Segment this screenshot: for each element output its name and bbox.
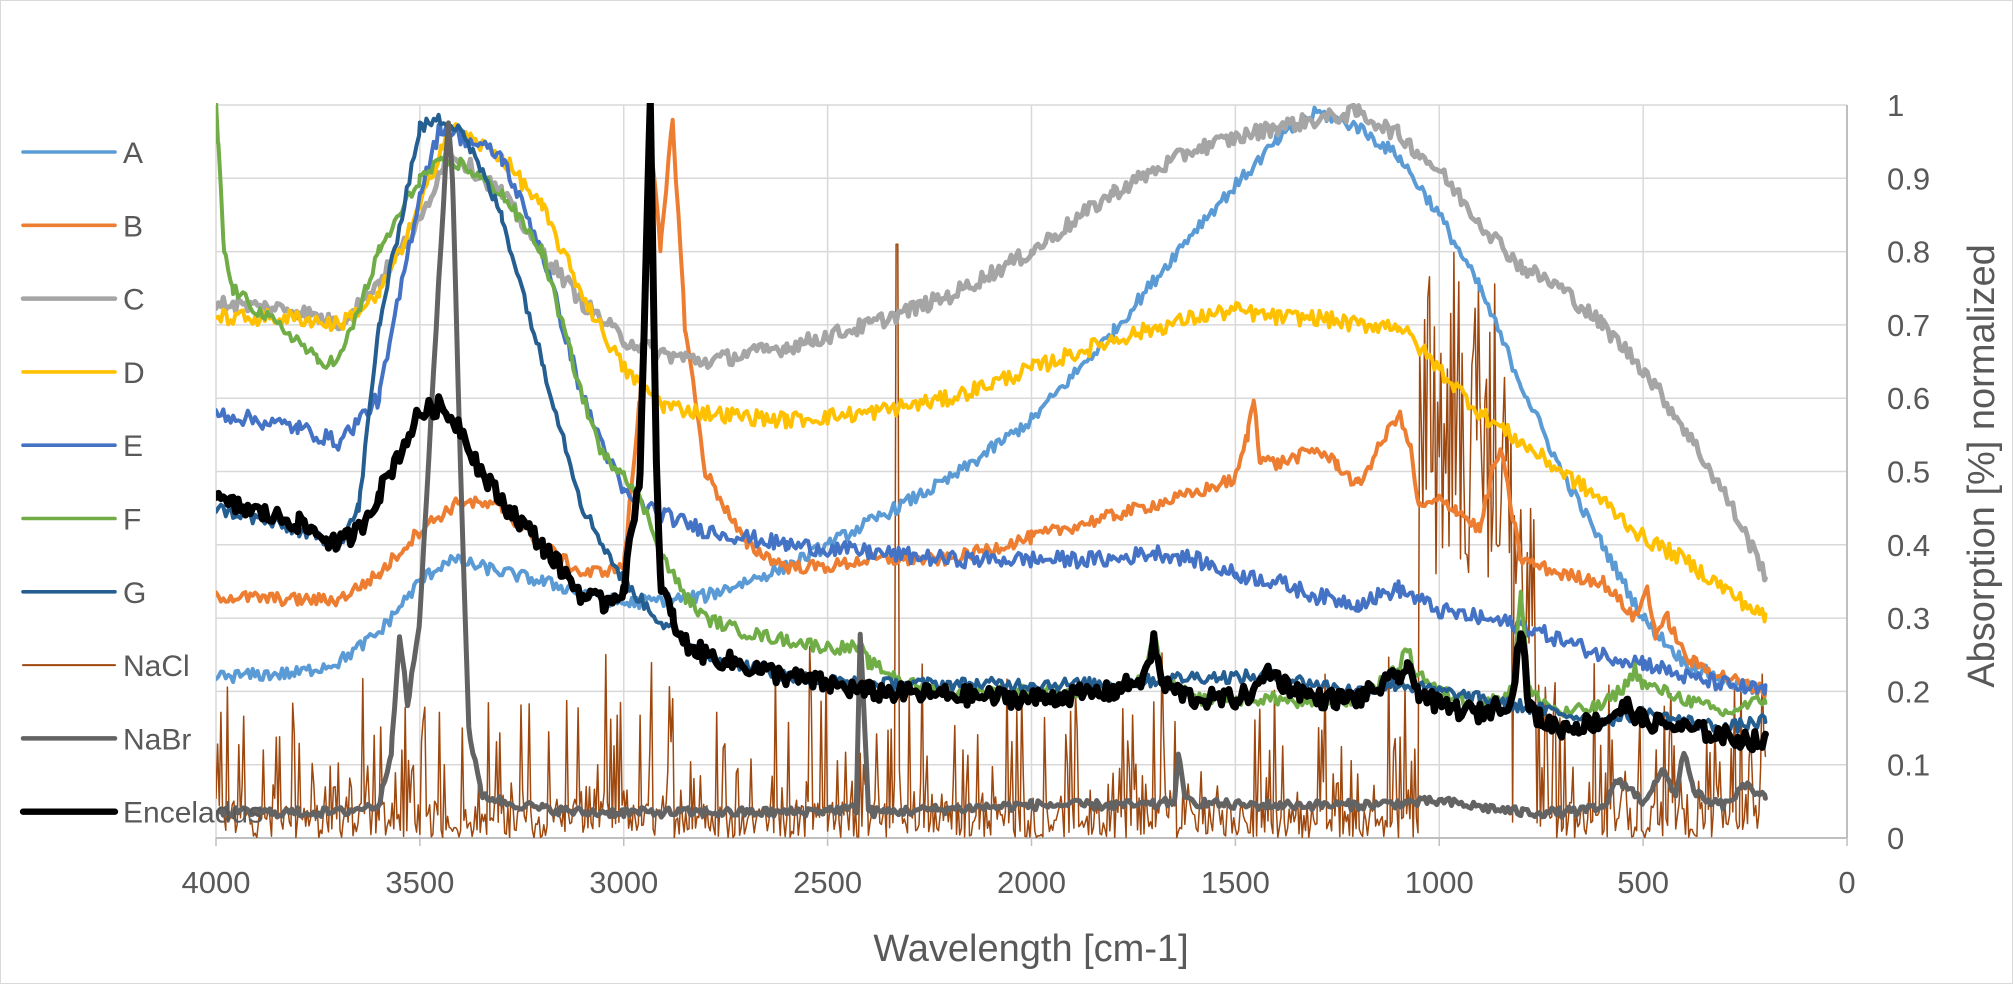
y-tick-label: 0.1 [1887, 748, 1930, 783]
y-axis-ticks: 0 0.1 0.2 0.3 0.4 0.5 0.6 0.7 0.8 0.9 1 [1887, 88, 1930, 856]
legend-label-b: B [123, 210, 143, 243]
y-tick-label: 0.7 [1887, 308, 1930, 343]
series-line-g [216, 112, 1768, 736]
x-axis-ticks: 4000 3500 3000 2500 2000 1500 1000 500 0 [182, 865, 1856, 900]
y-tick-label: 0.6 [1887, 381, 1930, 416]
series-line-a [216, 105, 1768, 698]
y-tick-label: 0.8 [1887, 235, 1930, 270]
y-tick-label: 0 [1887, 821, 1904, 856]
y-tick-label: 0.5 [1887, 455, 1930, 490]
legend-label-enceladus: Enceladus [123, 797, 263, 830]
grid-lines [215, 104, 1848, 846]
x-tick-label: 1500 [1201, 865, 1270, 900]
legend-label-a: A [123, 137, 143, 170]
legend-label-nabr: NaBr [123, 723, 191, 756]
y-tick-label: 0.2 [1887, 674, 1930, 709]
series-lines [216, 103, 1769, 838]
x-tick-label: 4000 [182, 865, 251, 900]
legend-label-d: D [123, 357, 145, 390]
legend-label-nacl: NaCl [123, 650, 190, 683]
legend-label-e: E [123, 430, 143, 463]
series-line-nacl [216, 243, 1767, 838]
legend-label-g: G [123, 577, 146, 610]
series-line-enceladus [216, 103, 1769, 754]
y-tick-label: 1 [1887, 88, 1904, 123]
x-axis-label: Wavelength [cm-1] [873, 928, 1188, 970]
legend-label-f: F [123, 504, 141, 537]
series-line-nabr [216, 120, 1768, 820]
x-tick-label: 2500 [793, 865, 862, 900]
x-tick-label: 0 [1838, 865, 1855, 900]
legend-label-c: C [123, 284, 145, 317]
y-axis-label: Absorption [%] normalized [1961, 244, 2003, 688]
series-line-e [216, 123, 1768, 696]
x-tick-label: 500 [1617, 865, 1669, 900]
x-tick-label: 3500 [385, 865, 454, 900]
x-tick-label: 2000 [997, 865, 1066, 900]
series-line-c [216, 103, 1768, 583]
y-tick-label: 0.4 [1887, 528, 1930, 563]
x-tick-label: 1000 [1405, 865, 1474, 900]
y-tick-label: 0.3 [1887, 601, 1930, 636]
series-line-b [216, 117, 1768, 699]
series-line-d [216, 122, 1768, 624]
y-tick-label: 0.9 [1887, 161, 1930, 196]
x-tick-label: 3000 [589, 865, 658, 900]
legend: A B C D E F G NaCl NaBr Enceladus [19, 137, 263, 830]
